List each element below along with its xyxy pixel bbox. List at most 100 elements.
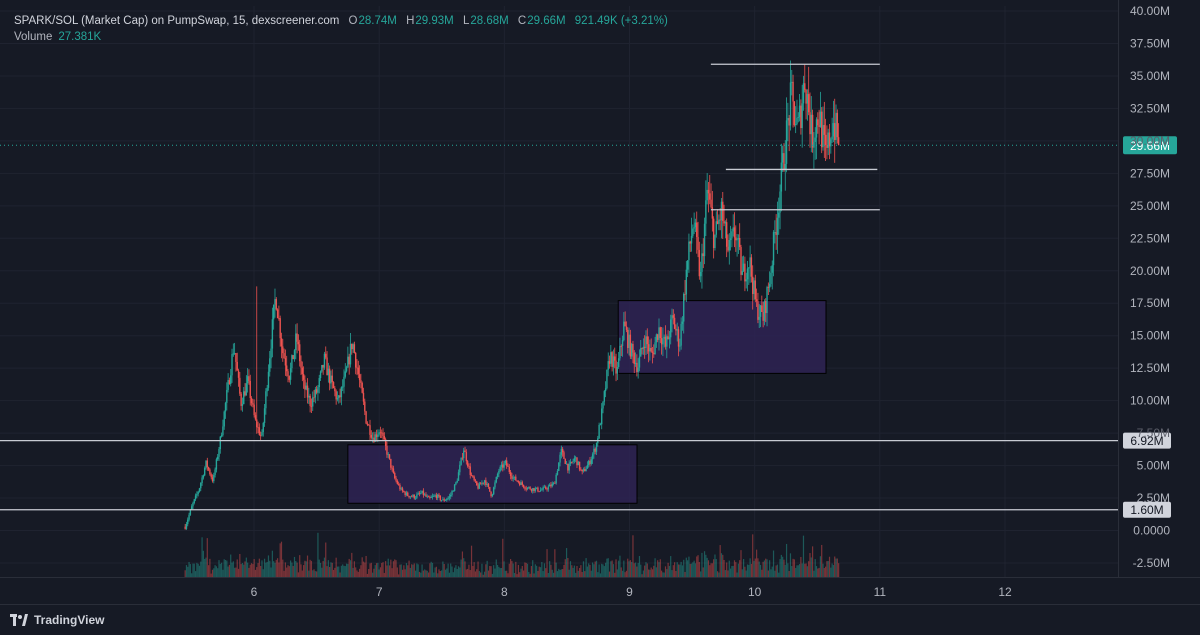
candle-body	[192, 502, 194, 507]
volume-bar	[588, 563, 590, 577]
candle-body	[686, 260, 689, 270]
candle-body	[577, 461, 579, 466]
accumulation-zone[interactable]	[617, 300, 827, 374]
price-chart[interactable]: 6.92M 1.60M 29.66M 40.00M 37.50M 35.00M 32.50M…	[0, 0, 1200, 604]
volume-bar	[412, 564, 414, 577]
candle-body	[285, 365, 288, 372]
volume-bar	[737, 563, 739, 577]
volume-bar	[257, 563, 259, 577]
candle-body	[328, 368, 331, 384]
candle-body	[499, 466, 501, 471]
candle-body	[670, 319, 672, 338]
candle-body	[201, 477, 203, 483]
candle-body	[637, 367, 639, 373]
candle-body	[831, 136, 833, 140]
candle-body	[408, 495, 410, 498]
candle-body	[593, 448, 595, 455]
candle-body	[683, 293, 685, 322]
volume-bar	[473, 562, 475, 577]
volume-bar	[680, 561, 682, 577]
volume-bar	[718, 572, 720, 577]
volume-bar	[515, 561, 517, 577]
candle-body	[288, 376, 290, 380]
volume-bar	[282, 559, 284, 577]
candle-body	[223, 411, 225, 427]
volume-bar	[779, 559, 781, 577]
y-tick-label: 7.50M	[1137, 426, 1170, 440]
volume-bar	[278, 562, 280, 577]
volume-bar	[495, 559, 497, 577]
price-axis[interactable]: 40.00M 37.50M 35.00M 32.50M 30.00M 27.50M 25.0…	[1130, 4, 1170, 570]
volume-bar	[289, 560, 292, 577]
candle-body	[675, 328, 677, 331]
volume-bar	[408, 560, 410, 577]
candle-body	[680, 323, 682, 346]
candle-body	[306, 385, 309, 398]
accumulation-zone[interactable]	[347, 444, 638, 504]
volume-bar	[582, 561, 585, 577]
x-tick-label: 9	[626, 585, 633, 599]
volume-bar	[365, 555, 367, 577]
candle-body	[819, 111, 822, 127]
candle-body	[300, 361, 302, 368]
volume-bar	[184, 570, 186, 577]
candle-body	[640, 348, 642, 357]
tradingview-logo[interactable]: TradingView	[10, 613, 104, 627]
volume-bar	[266, 561, 268, 577]
volume-bar	[819, 556, 822, 577]
candle-body	[772, 232, 775, 266]
candle-body	[591, 454, 594, 460]
candle-body	[315, 389, 318, 393]
volume-bar	[261, 560, 263, 577]
volume-bar	[714, 554, 716, 577]
volume-bar	[674, 562, 676, 577]
candle-body	[810, 114, 812, 135]
candle-body	[834, 123, 836, 141]
candle-body	[770, 272, 772, 284]
volume-bar	[772, 550, 775, 577]
candle-body	[492, 487, 495, 495]
candle-body	[283, 353, 285, 359]
volume-bar	[615, 559, 617, 577]
volume-bar	[701, 552, 703, 577]
volume-bar	[418, 571, 421, 577]
candle-body	[783, 153, 785, 171]
volume-bar	[516, 574, 518, 577]
candle-body	[574, 457, 577, 459]
y-tick-label: 27.50M	[1130, 166, 1170, 180]
candle-body	[608, 361, 611, 364]
candle-body	[535, 487, 538, 489]
volume-bar	[318, 559, 320, 577]
candle-body	[308, 395, 310, 398]
volume-bar	[317, 532, 319, 577]
candle-body	[405, 492, 408, 496]
volume-bar	[809, 553, 811, 577]
volume-bar	[642, 570, 644, 577]
volume-bar	[780, 554, 782, 577]
volume-bar	[727, 570, 729, 577]
candlestick-series[interactable]	[184, 60, 840, 530]
volume-bar	[733, 560, 736, 577]
volume-bar	[356, 570, 358, 577]
candle-body	[797, 117, 799, 118]
candle-body	[511, 476, 513, 479]
volume-label: Volume	[14, 31, 53, 43]
candle-body	[279, 318, 281, 339]
candle-body	[409, 496, 412, 498]
candle-body	[430, 497, 432, 499]
volume-bar	[578, 567, 581, 577]
candle-body	[814, 137, 816, 142]
candle-body	[667, 336, 669, 340]
chart-area[interactable]: 6.92M 1.60M 29.66M 40.00M 37.50M 35.00M 32.50M…	[0, 0, 1200, 604]
candle-body	[374, 434, 376, 442]
candle-body	[581, 469, 583, 472]
candle-body	[502, 464, 504, 468]
candle-body	[586, 465, 589, 469]
candle-body	[200, 482, 202, 489]
candle-body	[763, 301, 766, 321]
time-axis[interactable]: 6 7 8 9 10 11 12	[251, 585, 1012, 599]
candle-body	[651, 351, 654, 353]
candle-body	[503, 463, 505, 468]
candle-body	[252, 403, 254, 405]
candle-body	[733, 227, 736, 238]
